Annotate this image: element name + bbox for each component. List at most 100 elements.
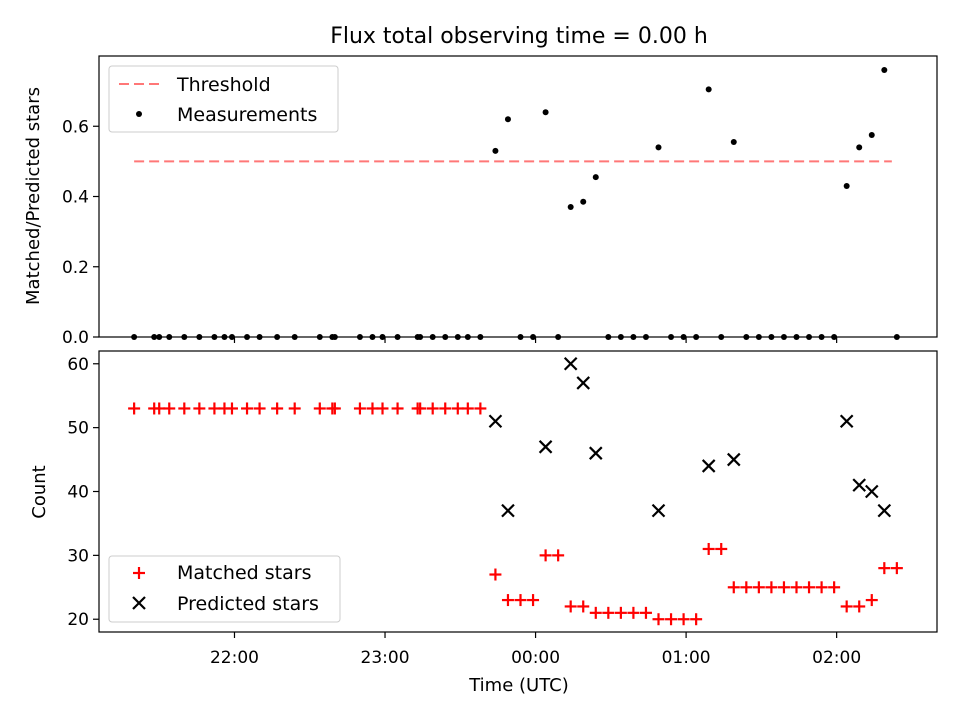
predicted-star-point (877, 503, 892, 518)
matched-star-point (752, 581, 765, 594)
measurement-point (831, 334, 838, 340)
matched-star-point (451, 402, 464, 415)
measurement-point (181, 334, 188, 340)
matched-star-point (253, 402, 266, 415)
predicted-star-point (726, 452, 741, 467)
measurement-point (630, 334, 637, 340)
matched-star-point (514, 594, 527, 607)
measurement-point (793, 334, 800, 340)
predicted-star-point (576, 376, 591, 390)
measurement-point (592, 174, 599, 181)
matched-star-point (589, 606, 602, 619)
matched-star-point (552, 549, 565, 562)
matched-star-point (241, 402, 254, 415)
matched-star-point (208, 402, 221, 415)
matched-star-point (376, 402, 389, 415)
matched-star-point (366, 402, 379, 415)
measurement-point (718, 334, 725, 340)
matched-star-point (163, 402, 176, 415)
matched-star-point (539, 549, 552, 562)
measurement-point (530, 334, 537, 340)
legend-threshold-label: Threshold (176, 74, 271, 96)
predicted-star-point (839, 414, 854, 429)
predicted-star-point (864, 484, 879, 499)
bottom-ytick-label: 50 (67, 419, 89, 439)
matched-star-point (865, 594, 878, 607)
measurement-point (221, 334, 228, 340)
measurement-point (605, 334, 612, 340)
measurement-point (316, 334, 323, 340)
bottom-ytick-label: 30 (67, 546, 89, 566)
predicted-star-point (538, 440, 553, 454)
matched-star-point (426, 402, 439, 415)
x-axis-label: Time (UTC) (468, 675, 569, 696)
measurement-point (256, 334, 263, 340)
matched-star-point (602, 606, 615, 619)
measurement-point (394, 334, 401, 340)
measurement-point (464, 334, 471, 340)
matched-star-point (665, 613, 678, 626)
xtick-label: 01:00 (662, 648, 711, 668)
matched-star-point (193, 402, 206, 415)
xtick-label: 02:00 (812, 648, 861, 668)
measurement-point (211, 334, 218, 340)
measurement-point (477, 334, 484, 340)
legend-predicted-label: Predicted stars (177, 593, 319, 615)
xtick-label: 00:00 (511, 648, 560, 668)
top-ytick-label: 0.0 (62, 328, 89, 348)
matched-star-point (765, 581, 778, 594)
measurement-point (693, 334, 700, 340)
measurement-point (274, 334, 281, 340)
legend-predicted-swatch (132, 596, 146, 610)
measurement-point (642, 334, 649, 340)
measurement-point (818, 334, 825, 340)
matched-star-point (225, 402, 238, 415)
measurement-point (843, 182, 850, 189)
matched-star-point (702, 542, 715, 555)
measurement-point (244, 334, 251, 340)
measurement-point (768, 334, 775, 340)
matched-star-point (853, 600, 866, 613)
measurement-point (196, 334, 203, 340)
measurement-point (131, 334, 138, 340)
measurement-point (868, 132, 875, 139)
legend-measurements-label: Measurements (177, 104, 317, 126)
top-ytick-label: 0.2 (62, 258, 89, 278)
top-panel: 0.0 0.2 0.4 0.6 Matched/Predicted stars Thr… (23, 55, 938, 348)
matched-star-point (288, 402, 301, 415)
top-ylabel: Matched/Predicted stars (23, 87, 44, 305)
measurement-point (166, 334, 173, 340)
legend-measurements-swatch (136, 111, 142, 117)
measurement-point (517, 334, 524, 340)
matched-star-point (828, 581, 841, 594)
matched-star-point (715, 542, 728, 555)
bottom-legend: Matched stars Predicted stars (108, 555, 341, 623)
measurement-point (893, 334, 900, 340)
measurement-point (680, 334, 687, 340)
measurement-point (780, 334, 787, 340)
measurement-point (504, 116, 511, 123)
matched-star-point (777, 581, 790, 594)
matched-star-point (474, 402, 487, 415)
matched-star-point (890, 562, 903, 575)
measurement-point (705, 86, 712, 93)
predicted-star-point (488, 414, 503, 429)
predicted-star-point (563, 356, 578, 371)
matched-star-point (328, 402, 341, 415)
measurement-point (567, 204, 574, 211)
predicted-star-point (651, 503, 666, 518)
predicted-star-point (589, 446, 603, 460)
chart-title: Flux total observing time = 0.00 h (330, 24, 708, 49)
matched-star-point (128, 402, 141, 415)
matched-star-point (677, 613, 690, 626)
matched-star-point (271, 402, 284, 415)
xtick-label: 22:00 (210, 648, 259, 668)
measurement-point (542, 109, 549, 116)
top-ytick-label: 0.4 (62, 188, 89, 208)
measurement-point (806, 334, 813, 340)
measurement-point (442, 334, 449, 340)
measurement-point (429, 334, 436, 340)
measurement-point (580, 198, 587, 205)
top-ytick-label: 0.6 (62, 117, 89, 137)
